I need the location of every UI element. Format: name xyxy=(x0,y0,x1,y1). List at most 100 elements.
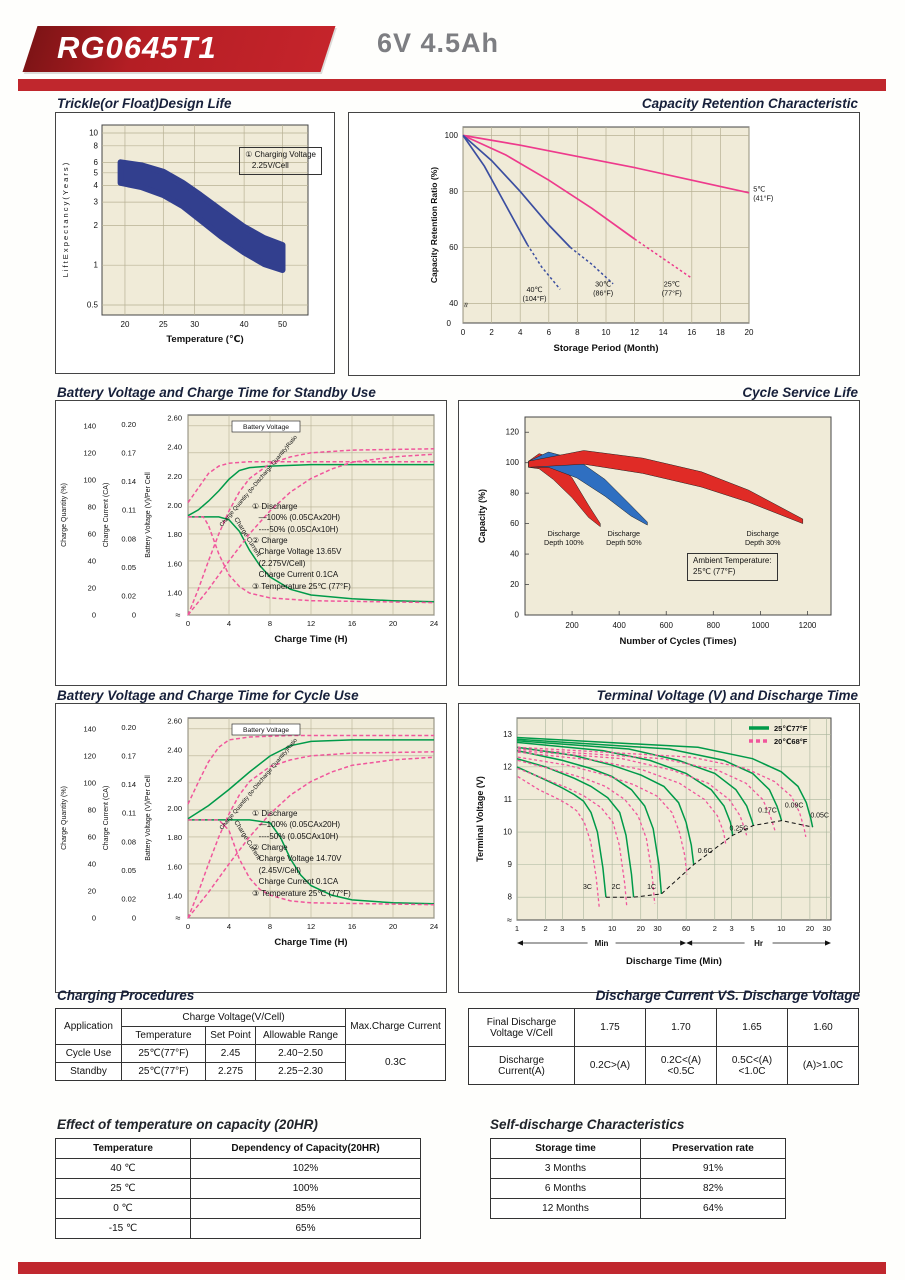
cell: 65% xyxy=(190,1218,421,1239)
svg-text:2: 2 xyxy=(489,328,494,337)
svg-text:100: 100 xyxy=(83,475,96,484)
cell: Standby xyxy=(55,1062,122,1081)
header-dependency: Dependency of Capacity(20HR) xyxy=(190,1138,421,1159)
svg-text:0.05: 0.05 xyxy=(121,563,136,572)
svg-text:Depth 30%: Depth 30% xyxy=(745,538,781,547)
svg-text:20: 20 xyxy=(745,328,754,337)
svg-text:60: 60 xyxy=(682,924,690,933)
cell: 0 ℃ xyxy=(55,1198,191,1219)
svg-text:Charge Quantity (%): Charge Quantity (%) xyxy=(61,786,68,850)
svg-text:2.20: 2.20 xyxy=(167,472,182,481)
title-self-discharge: Self-discharge Characteristics xyxy=(490,1117,685,1132)
standby-charge-chart: 0 4 8 12 16 20 24 140 120 100 80 60 40 20 0 Charge Quan… xyxy=(55,400,447,686)
svg-text:0.6C: 0.6C xyxy=(698,848,713,855)
cell: 2.45 xyxy=(205,1044,256,1063)
svg-text:1.80: 1.80 xyxy=(167,833,182,842)
cycle-charge-plot: 0 4 8 12 16 20 24 140 120 100 80 60 40 20 0 Charge Quan… xyxy=(61,716,438,948)
cell: 1.75 xyxy=(574,1008,646,1047)
svg-text:600: 600 xyxy=(660,621,674,630)
svg-text:0: 0 xyxy=(132,914,136,923)
svg-text:0.20: 0.20 xyxy=(121,723,136,732)
svg-text:8: 8 xyxy=(508,893,513,902)
svg-text:140: 140 xyxy=(83,421,96,430)
svg-text:Min: Min xyxy=(595,939,609,948)
svg-text:11: 11 xyxy=(504,795,513,804)
svg-text:30: 30 xyxy=(653,924,661,933)
title-capacity-retention: Capacity Retention Characteristic xyxy=(641,96,858,111)
svg-text:24: 24 xyxy=(430,922,438,931)
header-application: Application xyxy=(55,1008,122,1045)
svg-text:30: 30 xyxy=(190,320,199,329)
svg-text:0.02: 0.02 xyxy=(121,894,136,903)
svg-text:5: 5 xyxy=(581,924,585,933)
svg-text:10: 10 xyxy=(503,828,512,837)
svg-text:0.14: 0.14 xyxy=(121,780,136,789)
svg-text:16: 16 xyxy=(348,922,356,931)
cell: 0.5C<(A)<1.0C xyxy=(716,1046,788,1085)
svg-text:40: 40 xyxy=(88,859,96,868)
svg-text:2.60: 2.60 xyxy=(167,413,182,422)
cell: 0.2C>(A) xyxy=(574,1046,646,1085)
cell: 40 ℃ xyxy=(55,1158,191,1179)
temp-capacity-table: Temperature Dependency of Capacity(20HR)… xyxy=(55,1138,421,1239)
cell: 12 Months xyxy=(490,1198,641,1219)
svg-text:14: 14 xyxy=(659,328,668,337)
svg-text:Storage Period (Month): Storage Period (Month) xyxy=(553,343,658,354)
svg-text:8: 8 xyxy=(94,141,99,150)
standby-charge-notes: ① Discharge —100% (0.05CAx20H) ----50% (… xyxy=(252,502,351,591)
svg-text:0.11: 0.11 xyxy=(122,809,136,818)
svg-text:0.09C: 0.09C xyxy=(785,803,804,810)
svg-text:0.17C: 0.17C xyxy=(758,807,777,814)
svg-text:6: 6 xyxy=(94,158,99,167)
svg-text:9: 9 xyxy=(508,860,513,869)
svg-text:(86°F): (86°F) xyxy=(593,289,613,298)
svg-text:40: 40 xyxy=(449,299,458,308)
svg-text:5: 5 xyxy=(94,168,99,177)
svg-text:≈: ≈ xyxy=(461,303,471,308)
svg-text:0: 0 xyxy=(447,319,452,328)
svg-text:0: 0 xyxy=(461,328,466,337)
subheader-set-point: Set Point xyxy=(205,1026,256,1045)
svg-text:0.11: 0.11 xyxy=(122,506,136,515)
svg-text:Capacity (%): Capacity (%) xyxy=(477,489,487,543)
svg-text:(104°F): (104°F) xyxy=(522,294,546,303)
svg-text:1.60: 1.60 xyxy=(167,559,182,568)
cell: (A)>1.0C xyxy=(787,1046,859,1085)
svg-text:0.08: 0.08 xyxy=(121,837,136,846)
svg-text:400: 400 xyxy=(612,621,626,630)
footer-divider xyxy=(18,1262,886,1274)
cell: 1.70 xyxy=(645,1008,717,1047)
svg-text:100: 100 xyxy=(445,131,459,140)
svg-text:20: 20 xyxy=(121,320,130,329)
cell: 64% xyxy=(640,1198,786,1219)
svg-text:4: 4 xyxy=(518,328,523,337)
cycle-charge-chart: 0 4 8 12 16 20 24 140 120 100 80 60 40 20 0 Charge Quan… xyxy=(55,703,447,993)
svg-text:12: 12 xyxy=(307,922,315,931)
svg-text:1200: 1200 xyxy=(799,621,817,630)
svg-text:80: 80 xyxy=(88,502,96,511)
header-divider xyxy=(18,79,886,91)
svg-text:2.40: 2.40 xyxy=(167,443,182,452)
svg-text:0.17: 0.17 xyxy=(121,752,136,761)
cell: 25 ℃ xyxy=(55,1178,191,1199)
svg-text:120: 120 xyxy=(506,428,520,437)
svg-text:1: 1 xyxy=(515,924,519,933)
svg-text:≈: ≈ xyxy=(176,610,181,620)
svg-text:20: 20 xyxy=(806,924,814,933)
svg-text:40: 40 xyxy=(240,320,249,329)
svg-text:5℃: 5℃ xyxy=(753,184,765,193)
cell: 91% xyxy=(640,1158,786,1179)
cell: 82% xyxy=(640,1178,786,1199)
svg-text:200: 200 xyxy=(565,621,579,630)
svg-text:1.80: 1.80 xyxy=(167,530,182,539)
svg-text:2: 2 xyxy=(94,221,99,230)
cell: 1.60 xyxy=(787,1008,859,1047)
svg-text:Battery Voltage: Battery Voltage xyxy=(243,424,289,431)
svg-text:25℃: 25℃ xyxy=(664,280,680,289)
svg-text:25: 25 xyxy=(159,320,168,329)
svg-text:100: 100 xyxy=(506,458,520,467)
discharge-cv-table: Final Discharge Voltage V/Cell 1.75 1.70… xyxy=(468,1008,859,1085)
svg-text:0.02: 0.02 xyxy=(121,591,136,600)
svg-text:Discharge Time (Min): Discharge Time (Min) xyxy=(626,956,722,967)
